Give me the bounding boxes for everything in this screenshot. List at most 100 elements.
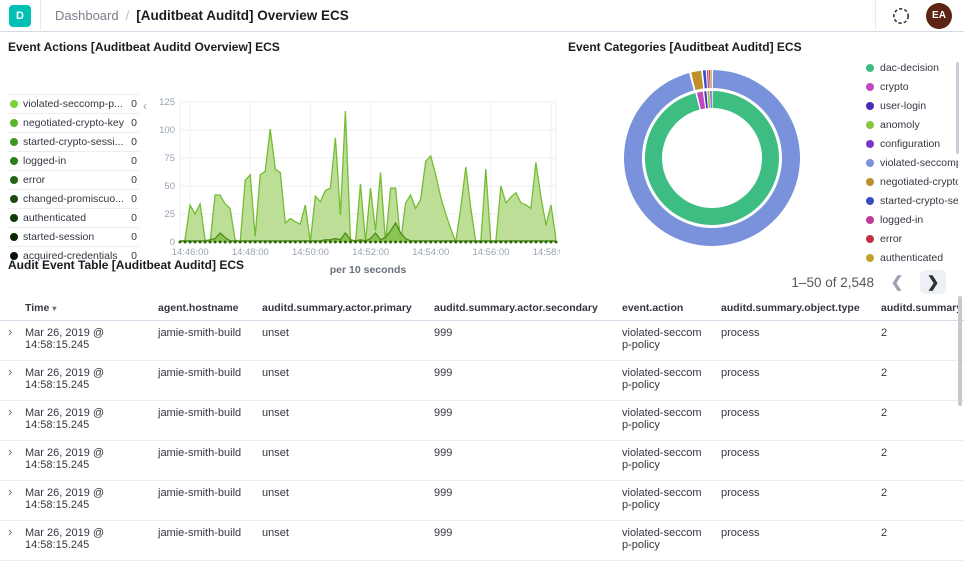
donut-slice-crypto[interactable] — [696, 91, 706, 110]
legend-item[interactable]: started-session 0 — [8, 227, 139, 246]
legend-item[interactable]: logged-in — [866, 210, 958, 229]
legend-color-dot — [10, 214, 18, 222]
legend-item[interactable]: violated-seccomp-p... 0 — [8, 94, 139, 113]
pagination-next-button[interactable]: ❯ — [920, 270, 946, 294]
data-point-marker — [178, 240, 182, 244]
data-point-marker — [554, 240, 558, 244]
legend-item[interactable]: logged-in 0 — [8, 151, 139, 170]
legend-item[interactable]: acquired-credentials 0 — [8, 246, 139, 266]
data-point-marker — [278, 240, 282, 244]
cell-summary: 2 — [881, 447, 888, 459]
row-expand-icon[interactable]: › — [8, 484, 13, 499]
legend-label: crypto — [880, 80, 909, 93]
y-tick-label: 25 — [164, 209, 175, 220]
legend-color-dot — [866, 101, 874, 110]
legend-item[interactable]: started-crypto-sessi... 0 — [8, 132, 139, 151]
dashboard-space-logo[interactable]: D — [9, 4, 31, 27]
data-point-marker — [328, 240, 332, 244]
data-point-marker — [494, 240, 498, 244]
legend-item[interactable]: authenticated 0 — [8, 208, 139, 227]
donut-slice-dac-decision[interactable] — [644, 91, 779, 226]
legend-item[interactable]: crypto — [866, 77, 958, 96]
data-point-marker — [529, 240, 533, 244]
cell-object-type: process — [721, 367, 760, 379]
legend-item[interactable]: dac-decision — [866, 58, 958, 77]
legend-item[interactable]: user-login — [866, 96, 958, 115]
cell-hostname: jamie-smith-build — [158, 327, 242, 339]
row-expand-icon[interactable]: › — [8, 404, 13, 419]
legend-color-dot — [866, 177, 874, 186]
row-expand-icon[interactable]: › — [8, 324, 13, 339]
row-expand-icon[interactable]: › — [8, 444, 13, 459]
cell-actor-primary: unset — [262, 487, 289, 499]
donut-slice-started-crypto-se-[interactable] — [702, 70, 707, 89]
donut-slice-user-login[interactable] — [704, 91, 708, 109]
legend-color-dot — [10, 176, 18, 184]
x-tick-label: 14:54:00 — [412, 247, 449, 258]
cell-actor-primary: unset — [262, 447, 289, 459]
legend-value: 0 — [131, 193, 137, 205]
column-header-auditd-summary-actor-primary[interactable]: auditd.summary.actor.primary — [262, 302, 412, 314]
area-series-events-secondary — [180, 223, 556, 242]
breadcrumb-separator: / — [125, 8, 130, 23]
data-point-marker — [424, 240, 428, 244]
spaces-globe-icon[interactable] — [892, 7, 910, 25]
column-header-auditd-summary-actor-secondary[interactable]: auditd.summary.actor.secondary — [434, 302, 598, 314]
data-point-marker — [489, 240, 493, 244]
panel-event-categories: Event Categories [Auditbeat Auditd] ECS … — [562, 32, 964, 264]
legend-collapse-icon[interactable]: ‹ — [143, 99, 147, 113]
table-scrollbar[interactable] — [958, 296, 962, 406]
event-actions-area-chart[interactable]: 0 25 50 75 100 125 14:46:00 14:48:00 14:50:00 14:… — [152, 90, 560, 278]
data-point-marker — [293, 240, 297, 244]
cell-time: Mar 26, 2019 @ 14:58:15.245 — [25, 367, 105, 391]
legend-item[interactable]: started-crypto-se... — [866, 191, 958, 210]
event-categories-donut-chart[interactable] — [622, 68, 802, 248]
data-point-marker — [514, 240, 518, 244]
data-point-marker — [369, 240, 373, 244]
cell-summary: 2 — [881, 367, 888, 379]
donut-slice-error[interactable] — [708, 70, 711, 89]
pagination-prev-button[interactable]: ❮ — [884, 270, 910, 294]
legend-value: 0 — [131, 136, 137, 148]
legend-color-dot — [866, 196, 874, 205]
user-avatar[interactable]: EA — [926, 2, 952, 29]
data-point-marker — [318, 240, 322, 244]
legend-item[interactable]: error 0 — [8, 170, 139, 189]
cell-hostname: jamie-smith-build — [158, 527, 242, 539]
data-point-marker — [534, 240, 538, 244]
donut-slice-anomoly[interactable] — [707, 91, 711, 109]
data-point-marker — [469, 240, 473, 244]
column-header-time[interactable]: Time ▾ — [25, 302, 57, 314]
legend-item[interactable]: authenticated — [866, 248, 958, 267]
donut-slice-negotiated-crypto-[interactable] — [691, 70, 704, 90]
legend-item[interactable]: violated-seccomp... — [866, 153, 958, 172]
legend-scrollbar[interactable] — [956, 62, 959, 154]
column-header-event-action[interactable]: event.action — [622, 302, 684, 314]
legend-color-dot — [866, 253, 874, 262]
cell-time: Mar 26, 2019 @ 14:58:15.245 — [25, 487, 105, 511]
column-header-auditd-summary-object-type[interactable]: auditd.summary.object.type — [721, 302, 860, 314]
row-expand-icon[interactable]: › — [8, 524, 13, 539]
legend-label: logged-in — [23, 155, 67, 167]
donut-slice-authenticated[interactable] — [710, 70, 712, 89]
donut-slice-configuration[interactable] — [710, 91, 712, 109]
column-header-auditd-summary[interactable]: auditd.summary — [881, 302, 963, 314]
legend-item[interactable]: negotiated-crypto-key 0 — [8, 113, 139, 132]
legend-label: authenticated — [880, 251, 944, 264]
data-point-marker — [439, 240, 443, 244]
row-expand-icon[interactable]: › — [8, 364, 13, 379]
legend-item[interactable]: anomoly — [866, 115, 958, 134]
legend-label: changed-promiscuo... — [23, 193, 124, 205]
legend-label: started-session — [23, 231, 95, 243]
cell-actor-primary: unset — [262, 527, 289, 539]
column-header-agent-hostname[interactable]: agent.hostname — [158, 302, 239, 314]
cell-actor-secondary: 999 — [434, 327, 453, 339]
breadcrumb-dashboard[interactable]: Dashboard — [55, 8, 119, 23]
legend-item[interactable]: configuration — [866, 134, 958, 153]
donut-slice-logged-in[interactable] — [706, 70, 710, 89]
legend-item[interactable]: negotiated-crypto... — [866, 172, 958, 191]
legend-item[interactable]: error — [866, 229, 958, 248]
legend-item[interactable]: changed-promiscuo... 0 — [8, 189, 139, 208]
legend-label: negotiated-crypto-key — [23, 117, 124, 129]
